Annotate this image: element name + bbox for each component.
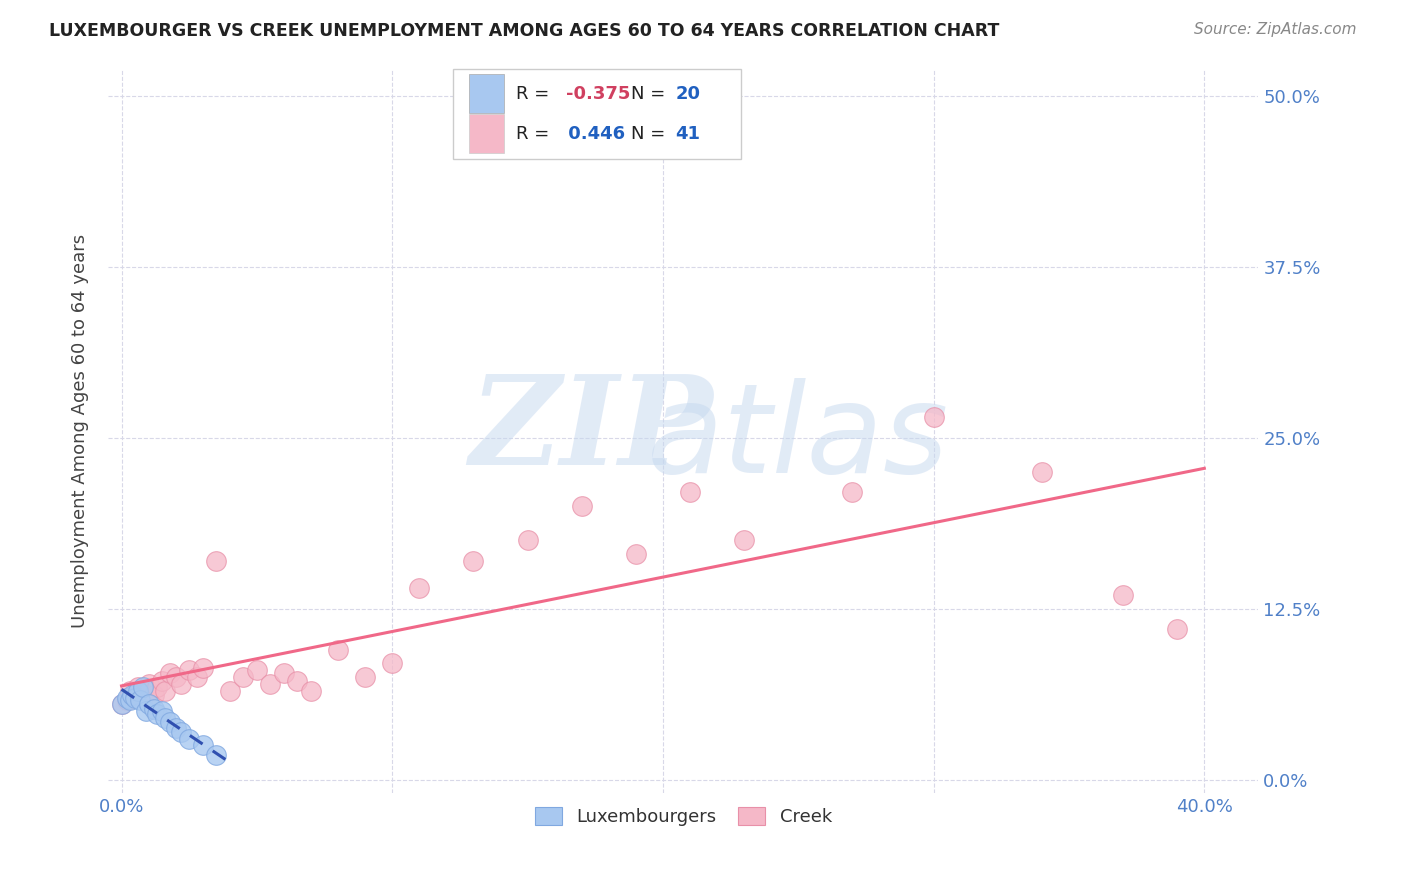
Point (138, 683, 160, 698)
Point (191, 739, 214, 753)
Point (143, 701, 166, 715)
Point (159, 665, 181, 680)
Text: N =: N = (631, 85, 672, 103)
Point (129, 693, 152, 707)
Legend: Luxembourgers, Creek: Luxembourgers, Creek (526, 798, 841, 835)
Point (165, 670, 187, 684)
Point (273, 665, 295, 680)
Point (127, 680, 149, 694)
Text: LUXEMBOURGER VS CREEK UNEMPLOYMENT AMONG AGES 60 TO 64 YEARS CORRELATION CHART: LUXEMBOURGER VS CREEK UNEMPLOYMENT AMONG… (49, 22, 1000, 40)
Text: Source: ZipAtlas.com: Source: ZipAtlas.com (1194, 22, 1357, 37)
Point (326, 642, 349, 657)
Text: ZIP: ZIP (470, 370, 713, 491)
Point (150, 704, 173, 718)
Point (205, 747, 228, 762)
Point (624, 547, 647, 561)
Point (841, 485, 863, 500)
Point (516, 533, 538, 548)
Point (179, 663, 201, 677)
Text: N =: N = (631, 125, 672, 143)
Point (259, 677, 281, 691)
Point (1166, 622, 1188, 636)
Point (118, 693, 141, 707)
Point (127, 683, 149, 698)
Text: 41: 41 (675, 125, 700, 143)
FancyBboxPatch shape (453, 69, 741, 159)
Point (121, 688, 143, 702)
Text: 20: 20 (675, 85, 700, 103)
Point (170, 677, 193, 691)
Point (135, 704, 157, 718)
Point (463, 554, 485, 568)
Point (145, 706, 167, 721)
Point (153, 711, 176, 725)
Point (124, 690, 146, 705)
Point (246, 663, 269, 677)
Point (170, 724, 193, 739)
Point (232, 670, 254, 684)
Point (381, 657, 404, 671)
Point (1031, 465, 1053, 479)
Point (218, 683, 240, 698)
Point (115, 693, 138, 707)
Point (571, 499, 593, 513)
Text: R =: R = (516, 125, 555, 143)
Point (110, 698, 132, 712)
Point (145, 680, 167, 694)
Point (110, 698, 132, 712)
Text: -0.375: -0.375 (565, 85, 630, 103)
Point (118, 683, 141, 698)
Point (354, 670, 377, 684)
FancyBboxPatch shape (470, 114, 503, 153)
Point (191, 660, 214, 674)
Point (124, 688, 146, 702)
Text: R =: R = (516, 85, 555, 103)
Point (143, 688, 166, 702)
Point (138, 677, 160, 691)
Point (205, 554, 228, 568)
Point (165, 721, 187, 735)
Point (159, 715, 181, 730)
Point (287, 674, 309, 689)
Point (179, 731, 201, 746)
Point (1112, 588, 1135, 602)
Point (150, 674, 173, 689)
Point (733, 533, 755, 548)
Point (115, 690, 138, 705)
Point (186, 670, 208, 684)
Point (922, 410, 945, 425)
Point (132, 680, 155, 694)
Y-axis label: Unemployment Among Ages 60 to 64 years: Unemployment Among Ages 60 to 64 years (72, 234, 89, 628)
Point (132, 690, 155, 705)
Point (153, 683, 176, 698)
Point (408, 581, 430, 595)
Point (138, 698, 160, 712)
Point (679, 485, 702, 500)
Text: atlas: atlas (647, 377, 949, 499)
FancyBboxPatch shape (470, 74, 503, 113)
Text: 0.446: 0.446 (562, 125, 626, 143)
Point (299, 683, 322, 698)
